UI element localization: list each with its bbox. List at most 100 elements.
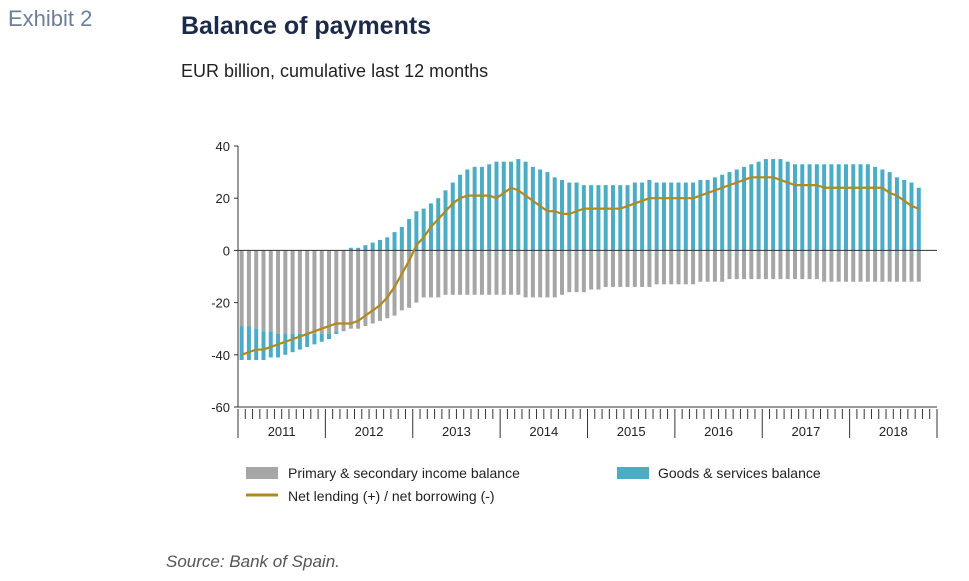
- goods-bar: [778, 159, 783, 251]
- income-bar: [261, 250, 266, 332]
- y-tick-label: -60: [211, 400, 230, 415]
- income-bar: [720, 250, 725, 282]
- goods-bar: [392, 232, 397, 251]
- chart-canvas: 40 20 0 -20 -40 -60 2011 2012 2013 2014 2015 2016 20…: [211, 139, 938, 504]
- goods-bar: [618, 185, 623, 251]
- income-bar: [428, 250, 433, 298]
- income-bar: [698, 250, 703, 282]
- goods-bar: [552, 177, 557, 251]
- income-bar: [479, 250, 484, 295]
- goods-bar: [501, 161, 506, 251]
- goods-bar: [814, 164, 819, 251]
- goods-bar: [239, 326, 244, 361]
- income-bar: [734, 250, 739, 280]
- y-tick-label: -40: [211, 348, 230, 363]
- income-bar: [421, 250, 426, 298]
- income-bar: [370, 250, 375, 324]
- income-bar: [501, 250, 506, 295]
- income-bar: [538, 250, 543, 298]
- income-bar: [742, 250, 747, 280]
- goods-bar: [567, 182, 572, 251]
- goods-bar: [385, 237, 390, 251]
- goods-bar: [647, 179, 652, 251]
- income-bar: [574, 250, 579, 293]
- income-bar: [873, 250, 878, 282]
- goods-bar: [261, 331, 266, 361]
- income-bar: [494, 250, 499, 295]
- income-bar: [793, 250, 798, 280]
- goods-bar: [377, 239, 382, 251]
- income-bar: [676, 250, 681, 285]
- income-bar: [596, 250, 601, 290]
- income-bar: [530, 250, 535, 298]
- income-bar: [414, 250, 419, 303]
- income-bar: [552, 250, 557, 298]
- goods-bar: [246, 326, 251, 361]
- income-bar: [894, 250, 899, 282]
- income-bar: [305, 250, 310, 334]
- goods-bar: [880, 169, 885, 251]
- income-bar: [829, 250, 834, 282]
- goods-bar: [691, 182, 696, 251]
- chart-title: Balance of payments: [181, 12, 432, 40]
- goods-bar: [319, 333, 324, 342]
- goods-bar: [370, 242, 375, 251]
- goods-bar: [763, 159, 768, 251]
- income-bar: [581, 250, 586, 293]
- goods-bar: [560, 179, 565, 251]
- legend: Primary & secondary income balance Goods…: [246, 465, 821, 504]
- goods-bar: [443, 190, 448, 251]
- income-bar: [545, 250, 550, 298]
- income-bar: [916, 250, 921, 282]
- income-bar: [836, 250, 841, 282]
- income-bar: [407, 250, 412, 308]
- goods-bar: [843, 164, 848, 251]
- income-bar: [509, 250, 514, 295]
- goods-bar: [305, 333, 310, 347]
- goods-bar: [887, 172, 892, 251]
- goods-bar: [581, 185, 586, 251]
- chart-subtitle: EUR billion, cumulative last 12 months: [181, 61, 489, 81]
- income-bar: [763, 250, 768, 280]
- goods-bar: [785, 161, 790, 251]
- year-label: 2017: [791, 424, 820, 439]
- income-bar: [560, 250, 565, 295]
- income-bar: [712, 250, 717, 282]
- goods-bar: [472, 166, 477, 251]
- income-bar: [887, 250, 892, 282]
- income-bar: [843, 250, 848, 282]
- goods-bar: [356, 247, 361, 251]
- goods-bar: [523, 161, 528, 251]
- income-bar: [902, 250, 907, 282]
- legend-label-goods: Goods & services balance: [658, 465, 821, 481]
- goods-bar: [414, 211, 419, 251]
- goods-bar: [894, 177, 899, 251]
- goods-bar: [625, 185, 630, 251]
- income-bar: [319, 250, 324, 334]
- y-tick-label: 0: [223, 243, 230, 258]
- income-bar: [727, 250, 732, 280]
- income-bar: [290, 250, 295, 334]
- goods-bar: [348, 247, 353, 251]
- goods-bar: [749, 164, 754, 251]
- source-note: Source: Bank of Spain.: [166, 552, 340, 571]
- income-bar: [436, 250, 441, 298]
- goods-bar: [669, 182, 674, 251]
- income-bar: [523, 250, 528, 298]
- income-bar: [749, 250, 754, 280]
- goods-bar: [290, 333, 295, 353]
- income-bar: [654, 250, 659, 285]
- bars-group: [239, 159, 921, 361]
- income-bar: [356, 250, 361, 329]
- goods-bar: [640, 182, 645, 251]
- y-tick-label: -20: [211, 296, 230, 311]
- income-bar: [669, 250, 674, 285]
- year-label: 2015: [617, 424, 646, 439]
- goods-bar: [800, 164, 805, 251]
- goods-bar: [407, 219, 412, 251]
- income-bar: [691, 250, 696, 285]
- income-bar: [297, 250, 302, 334]
- goods-bar: [334, 331, 339, 334]
- goods-bar: [734, 169, 739, 251]
- year-label: 2016: [704, 424, 733, 439]
